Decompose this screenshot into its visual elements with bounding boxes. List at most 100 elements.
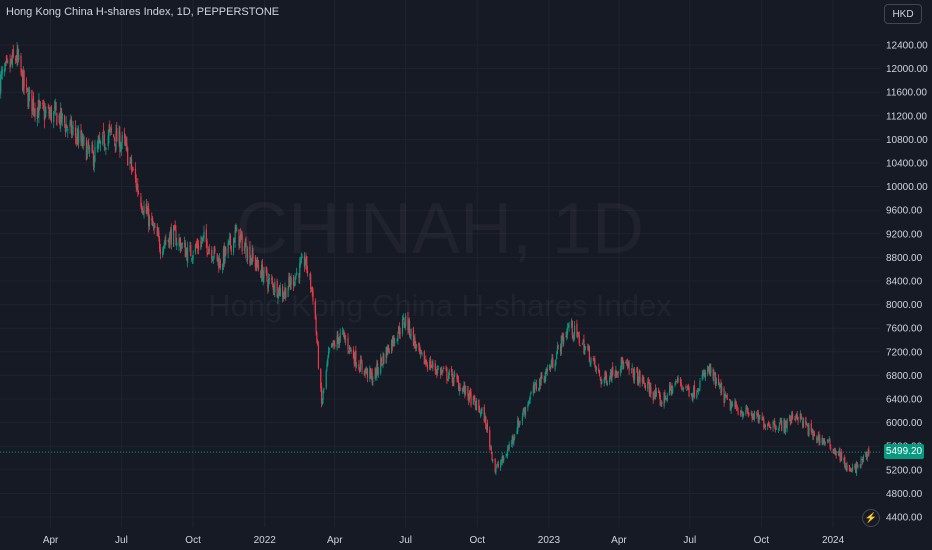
candle	[745, 404, 747, 416]
candle	[687, 383, 689, 391]
candle-body	[338, 339, 341, 346]
candle-body	[38, 101, 40, 116]
candle-body	[429, 360, 431, 370]
candle	[393, 335, 395, 348]
candle	[25, 77, 28, 94]
candle-body	[21, 69, 23, 71]
candle	[314, 298, 316, 320]
candle	[540, 371, 542, 386]
candle-body	[500, 462, 502, 464]
candle	[610, 369, 612, 382]
candle	[219, 258, 221, 270]
candle-body	[555, 360, 557, 365]
y-tick-label: 7600.00	[886, 324, 923, 335]
candle	[519, 420, 521, 426]
candle-body	[443, 368, 445, 369]
candle	[655, 387, 657, 398]
candle	[300, 252, 302, 264]
candle	[81, 132, 84, 149]
candle-body	[577, 332, 579, 335]
candle	[134, 162, 137, 183]
candle-body	[74, 127, 77, 137]
candle	[97, 135, 99, 153]
candle	[169, 227, 172, 240]
candle	[383, 353, 385, 365]
candle	[81, 129, 83, 147]
candle	[301, 253, 303, 259]
candle	[158, 227, 160, 242]
candle-body	[4, 62, 7, 67]
candle	[102, 131, 104, 146]
candle-body	[152, 218, 154, 227]
candle-body	[784, 421, 787, 433]
candle-body	[81, 135, 83, 144]
candle-body	[446, 368, 448, 380]
candle	[617, 370, 619, 378]
candle-body	[60, 108, 63, 123]
candle	[380, 356, 383, 367]
candle	[589, 361, 591, 367]
time-axis[interactable]: Apr Jul Oct 2022 Apr Jul Oct 2023 Apr Jul Oct 2024	[43, 535, 845, 546]
candle-body	[626, 363, 628, 365]
candle	[489, 444, 492, 450]
chart-title[interactable]: Hong Kong China H-shares Index, 1D, PEPP…	[6, 6, 280, 18]
candle	[508, 441, 510, 452]
candle-body	[704, 372, 706, 377]
currency-button[interactable]: HKD	[884, 4, 922, 24]
candle	[61, 112, 63, 127]
candle	[674, 382, 676, 388]
candle	[639, 370, 641, 388]
candle	[282, 283, 284, 303]
candle-body	[250, 258, 253, 262]
candle-body	[290, 277, 292, 285]
price-axis[interactable]: 12400.0012000.0011600.0011200.0010800.00…	[886, 41, 928, 524]
candle-body	[1, 69, 3, 74]
candle	[48, 104, 50, 120]
candle-body	[315, 317, 317, 332]
candle	[810, 419, 812, 436]
candle-body	[257, 265, 260, 270]
candle-body	[821, 437, 823, 443]
y-tick-label: 9600.00	[886, 206, 923, 217]
candle-body	[479, 413, 481, 415]
candle	[620, 356, 622, 374]
candle-body	[565, 335, 567, 337]
candle	[159, 235, 161, 253]
candle-body	[232, 238, 235, 253]
candle	[778, 422, 780, 431]
candle	[644, 382, 646, 388]
candle	[538, 378, 541, 392]
candle	[337, 330, 339, 345]
candle	[98, 134, 100, 149]
candle-body	[283, 293, 285, 295]
candle-body	[745, 408, 747, 414]
candle	[821, 434, 823, 446]
candle	[735, 399, 737, 410]
candle-body	[243, 246, 246, 251]
candle-body	[436, 371, 438, 375]
candle	[544, 372, 546, 384]
candle	[812, 428, 814, 441]
candle-body	[344, 336, 346, 340]
candle	[370, 369, 372, 380]
candle	[327, 355, 329, 367]
candle-body	[7, 60, 9, 62]
candle-body	[707, 366, 710, 370]
candle-body	[306, 270, 309, 274]
candle-body	[14, 58, 17, 61]
candle-body	[458, 385, 460, 392]
flash-icon[interactable]: ⚡	[862, 509, 880, 527]
candle-body	[256, 258, 258, 268]
candle-body	[535, 383, 537, 385]
candle-body	[246, 259, 248, 260]
candle	[278, 284, 281, 297]
candle-body	[505, 456, 507, 458]
candle	[741, 410, 743, 418]
candle-body	[833, 452, 835, 454]
candle	[397, 331, 399, 345]
candle	[382, 351, 384, 369]
candle	[557, 344, 559, 350]
candle-body	[435, 370, 437, 372]
candle-body	[261, 264, 263, 281]
